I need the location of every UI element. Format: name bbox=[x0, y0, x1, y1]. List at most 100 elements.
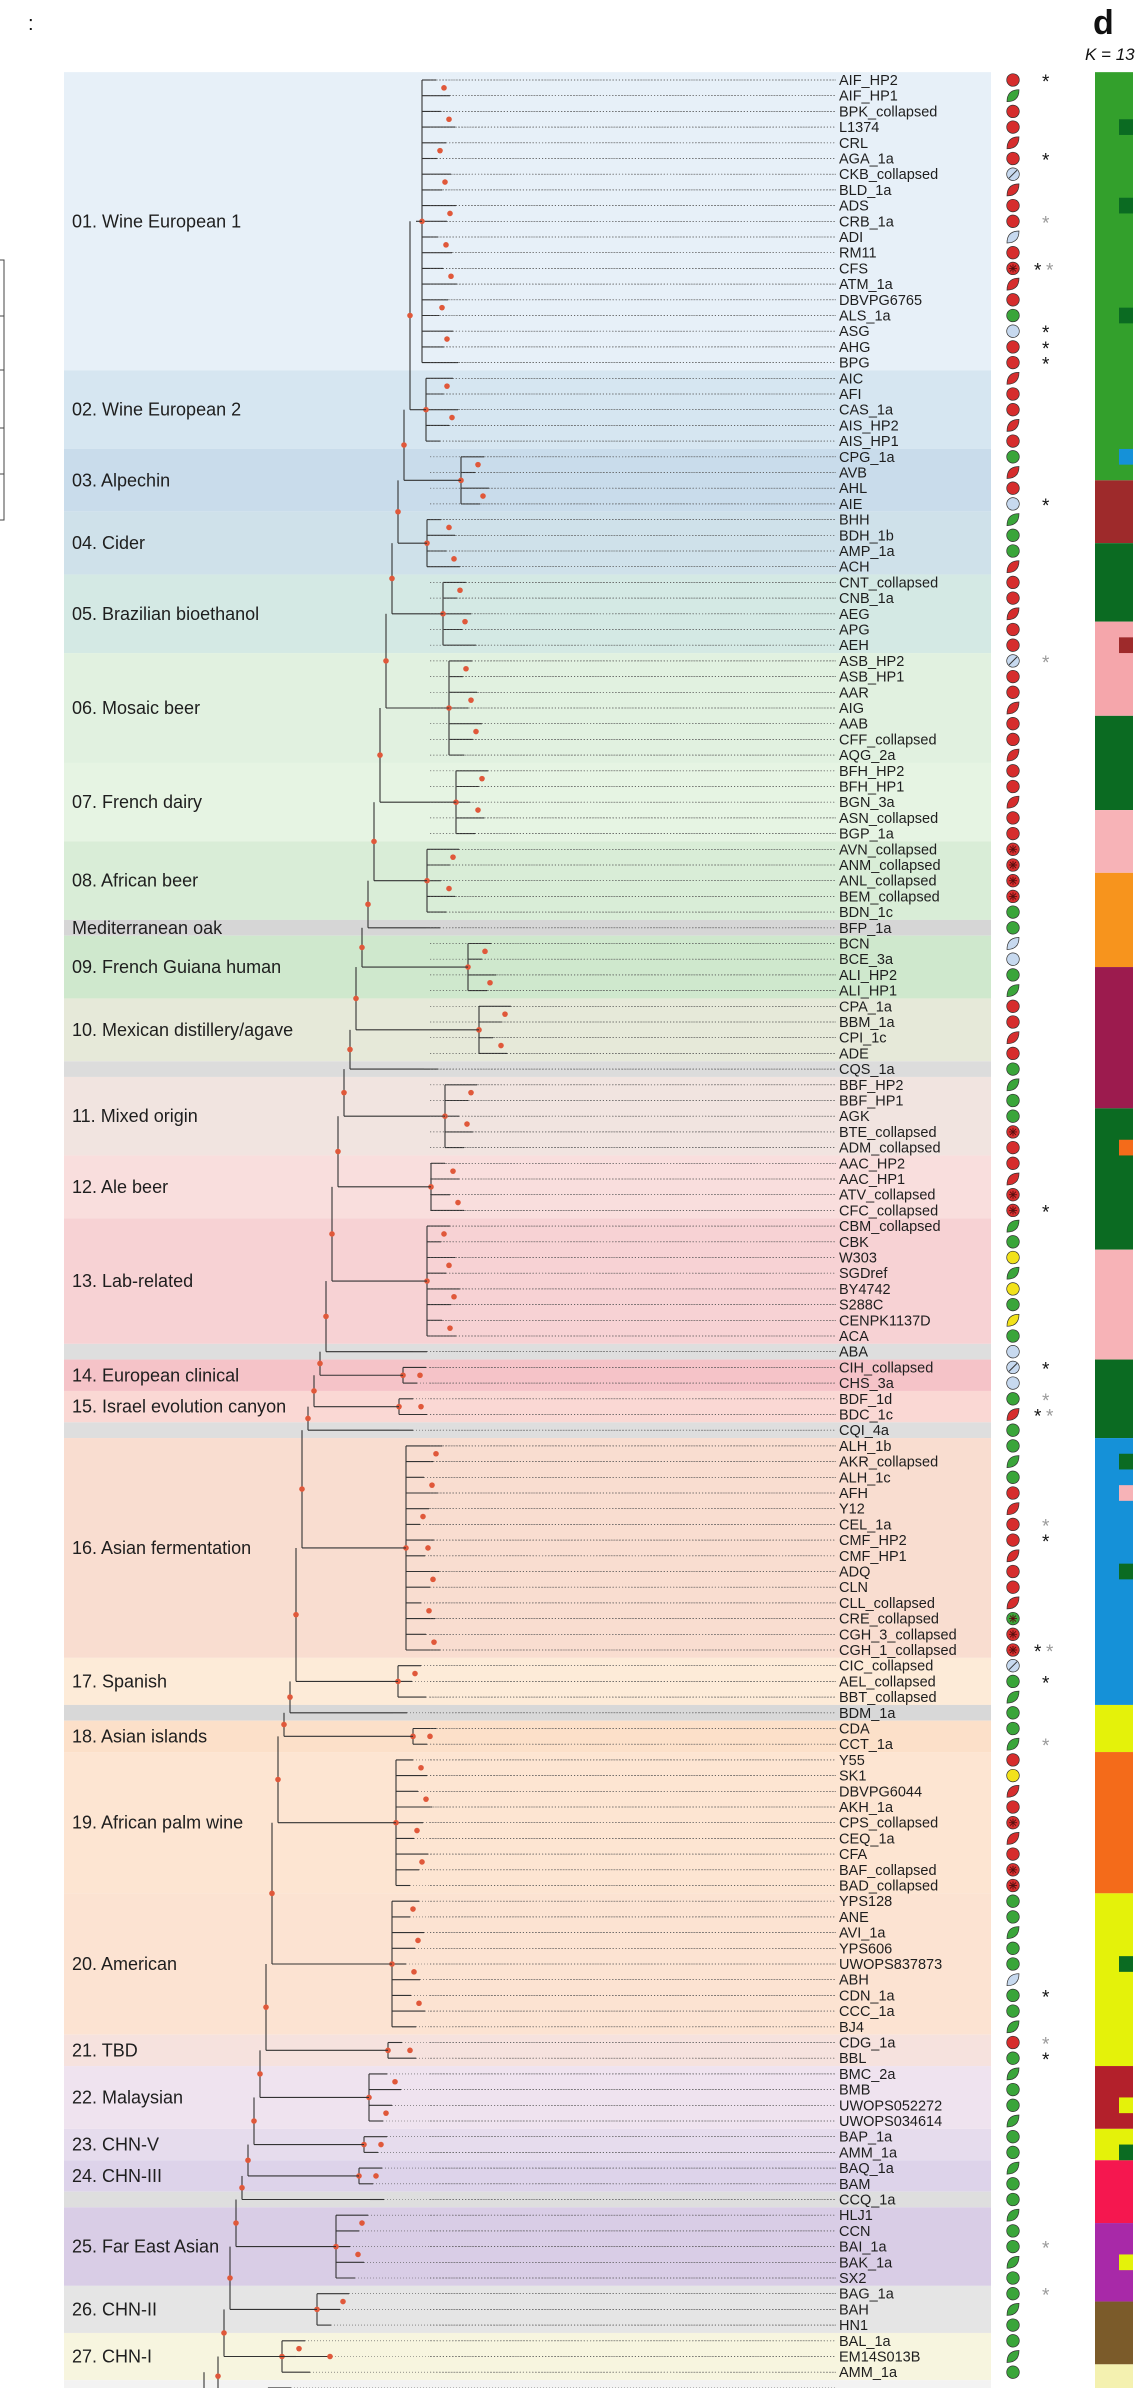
ecology-leaf-icon bbox=[1006, 371, 1020, 385]
strain-label: RM11 bbox=[839, 246, 877, 262]
strain-label: BMB bbox=[839, 2083, 870, 2099]
strain-label: ANL_collapsed bbox=[839, 874, 937, 890]
star-icon: * bbox=[1042, 496, 1050, 517]
strain-label: CPA_1a bbox=[839, 999, 893, 1015]
admixture-segment bbox=[1095, 2364, 1133, 2388]
admixture-fleck bbox=[1119, 1453, 1133, 1470]
ecology-leaf-icon bbox=[1006, 795, 1020, 809]
ecology-leaf-icon bbox=[1006, 513, 1020, 526]
strain-label: ADE bbox=[839, 1046, 869, 1062]
ecology-circle-icon bbox=[1006, 387, 1020, 401]
ecology-circle-icon bbox=[1006, 575, 1020, 590]
clade-label: 17. Spanish bbox=[72, 1671, 167, 1691]
strain-label: AIG bbox=[839, 701, 864, 717]
strain-label: AFH bbox=[839, 1486, 868, 1502]
tree-node bbox=[323, 1313, 329, 1320]
pattern-mark bbox=[1009, 1206, 1017, 1215]
strain-label: L1374 bbox=[839, 120, 879, 136]
strain-label: YPS606 bbox=[839, 1941, 892, 1957]
ecology-circle-icon bbox=[1006, 968, 1020, 982]
tree-node bbox=[464, 1121, 470, 1127]
ecology-leaf-icon bbox=[1006, 1172, 1020, 1186]
strain-label: CEQ_1a bbox=[839, 1831, 896, 1847]
clade-band bbox=[64, 2380, 991, 2388]
clade-label: 07. French dairy bbox=[72, 792, 202, 812]
star-icon: * bbox=[1034, 1407, 1042, 1428]
tree-node bbox=[446, 116, 452, 123]
ecology-circle-icon bbox=[1006, 1423, 1020, 1437]
star-icon: * bbox=[1042, 339, 1050, 360]
strain-label: AFI bbox=[839, 387, 862, 403]
tree-node bbox=[475, 807, 481, 813]
ecology-leaf-icon bbox=[1006, 230, 1020, 244]
admixture-fleck bbox=[1119, 1563, 1133, 1580]
tree-node bbox=[340, 2298, 346, 2305]
pattern-mark bbox=[1009, 1881, 1017, 1890]
strain-label: BBL bbox=[839, 2051, 866, 2067]
strain-label: CRE_collapsed bbox=[839, 1612, 939, 1628]
strain-label: AAC_HP1 bbox=[839, 1172, 905, 1188]
pattern-mark bbox=[1009, 861, 1017, 869]
strain-label: UWOPS837873 bbox=[839, 1957, 942, 1973]
strain-label: BDC_1c bbox=[839, 1408, 893, 1424]
ecology-circle-icon bbox=[1006, 2098, 1020, 2112]
clade-band bbox=[64, 2034, 991, 2067]
ecology-circle-icon bbox=[1006, 1062, 1020, 1076]
strain-label: ASB_HP2 bbox=[839, 654, 904, 670]
ecology-circle-icon bbox=[1006, 1957, 1020, 1971]
ecology-leaf-icon bbox=[1006, 2255, 1020, 2269]
clade-label: 25. Far East Asian bbox=[72, 2237, 219, 2257]
clade-label: 27. CHN-I bbox=[72, 2347, 152, 2367]
ecology-circle-icon bbox=[1006, 2145, 1020, 2160]
ecology-circle-icon bbox=[1006, 685, 1020, 699]
slash-mark bbox=[1008, 656, 1018, 666]
admixture-fleck bbox=[1119, 1139, 1133, 1156]
star-icon: * bbox=[1046, 1407, 1054, 1428]
strain-label: ALH_1b bbox=[839, 1439, 891, 1455]
ecology-leaf-icon bbox=[1006, 1596, 1020, 1610]
pattern-mark bbox=[1009, 1818, 1017, 1827]
ecology-leaf-icon bbox=[1006, 1266, 1020, 1280]
strain-label: BPK_collapsed bbox=[839, 104, 937, 120]
ecology-circle-icon bbox=[1006, 2365, 1020, 2379]
admixture-fleck bbox=[1119, 119, 1133, 135]
strain-label: ANE bbox=[839, 1910, 869, 1926]
admixture-segment bbox=[1095, 1359, 1133, 1439]
star-icon: * bbox=[1042, 72, 1050, 93]
strain-label: CFF_collapsed bbox=[839, 732, 937, 748]
tree-node bbox=[378, 2141, 384, 2148]
strain-label: CQI_4a bbox=[839, 1423, 890, 1439]
strain-label: CCC_1a bbox=[839, 2004, 896, 2020]
ecology-circle-icon bbox=[1006, 198, 1020, 213]
tree-node bbox=[447, 210, 453, 217]
ecology-circle-icon bbox=[1006, 2224, 1020, 2238]
clade-band bbox=[64, 1359, 991, 1391]
strain-label: AIS_HP1 bbox=[839, 434, 899, 450]
ecology-circle-icon bbox=[1006, 355, 1020, 370]
ecology-circle-icon bbox=[1006, 1847, 1020, 1861]
ecology-leaf-icon bbox=[1006, 1973, 1020, 1987]
clade-band bbox=[64, 2285, 991, 2333]
tree-node bbox=[293, 1611, 299, 1618]
tree-node bbox=[441, 1231, 447, 1237]
clade-label: 22. Malaysian bbox=[72, 2087, 183, 2107]
tree-node bbox=[347, 1046, 353, 1053]
strain-label: SGDref bbox=[839, 1266, 888, 1282]
ecology-circle-icon bbox=[1006, 1046, 1020, 1061]
pattern-mark bbox=[1009, 876, 1017, 885]
clade-band bbox=[64, 1720, 991, 1753]
strain-label: BCN bbox=[839, 937, 870, 953]
tree-node bbox=[287, 1694, 293, 1700]
tree-node bbox=[448, 273, 454, 280]
tree-node bbox=[443, 242, 449, 248]
tree-node bbox=[442, 179, 448, 185]
ecology-circle-icon bbox=[1006, 2239, 1020, 2254]
strain-label: Y55 bbox=[839, 1753, 865, 1769]
pattern-mark bbox=[1009, 1127, 1017, 1136]
tree-node bbox=[446, 1262, 452, 1269]
strain-label: AIE bbox=[839, 497, 863, 513]
strain-label: CCQ_1a bbox=[839, 2193, 896, 2209]
strain-label: CFS bbox=[839, 261, 868, 277]
tree-node bbox=[449, 414, 455, 421]
strain-label: AMP_1a bbox=[839, 544, 896, 560]
